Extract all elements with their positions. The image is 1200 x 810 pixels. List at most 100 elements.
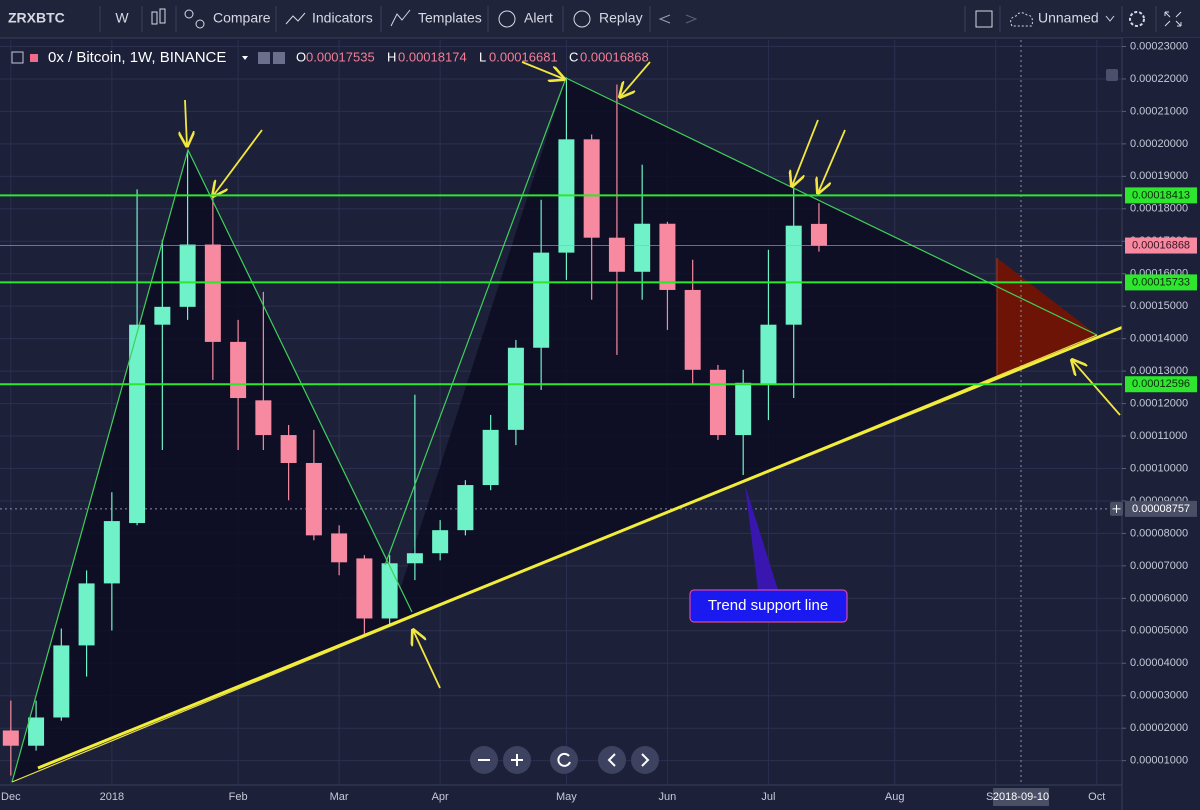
axes: 0.00001000 0.00002000 0.00003000 0.00004000…: [1, 40, 1188, 803]
collapse-icon[interactable]: [11, 51, 24, 64]
crosshair-x-label: 2018-09-10: [993, 791, 1049, 803]
candles: [2, 77, 827, 776]
candle-body: [28, 717, 45, 746]
candle-body: [760, 324, 777, 386]
scroll-right-button[interactable]: [631, 746, 659, 774]
y-tick-label: 0.00015000: [1130, 300, 1188, 312]
candle-body: [280, 435, 297, 463]
callout-text: Trend support line: [708, 597, 828, 614]
y-tick-label: 0.00022000: [1130, 73, 1188, 85]
reset-button[interactable]: [550, 746, 578, 774]
breakout-zone: [997, 258, 1097, 378]
resistance-line: [565, 77, 1098, 336]
templates-button[interactable]: Templates: [418, 10, 482, 26]
ohlc-value: 0.00017535: [306, 49, 375, 64]
alert-icon: [498, 10, 516, 28]
x-tick-label: May: [556, 791, 577, 803]
ohlc-prefix: C: [569, 49, 578, 64]
arrows: [185, 61, 1121, 689]
candle-body: [179, 244, 196, 307]
ohlc-value: 0.00016681: [489, 49, 558, 64]
candle-body: [230, 341, 247, 399]
y-tick-label: 0.00012000: [1130, 397, 1188, 409]
chart-style-icon[interactable]: [151, 8, 166, 25]
interval[interactable]: W: [115, 10, 129, 26]
layout-button[interactable]: [975, 10, 993, 28]
legend-icon[interactable]: [273, 52, 285, 64]
price-axis-bg: [1122, 38, 1200, 810]
scroll-button[interactable]: [1106, 69, 1118, 81]
zoom-in-icon: [511, 754, 523, 766]
x-tick-label: 2018: [100, 791, 124, 803]
last-price-label: 0.00016868: [1132, 239, 1190, 251]
candle-body: [810, 223, 827, 246]
x-tick-label: Dec: [1, 791, 21, 803]
arrow: [620, 61, 651, 97]
layout-name[interactable]: Unnamed: [1038, 10, 1099, 26]
candle-body: [78, 583, 95, 646]
x-tick-label: Apr: [432, 791, 449, 803]
ohlc-prefix: O: [296, 49, 306, 64]
arrow: [521, 61, 564, 79]
candle-body: [533, 252, 550, 348]
last-price-label-bg: [1125, 237, 1197, 254]
pattern-line: [11, 148, 413, 783]
levels: 0.00016868 0.00018413 0.00015733 0.00012596: [0, 187, 1197, 393]
series-title: 0x / Bitcoin, 1W, BINANCE: [48, 49, 226, 66]
level-label: 0.00018413: [1132, 189, 1190, 201]
y-tick-label: 0.00002000: [1130, 722, 1188, 734]
candle-body: [356, 558, 373, 619]
legend-icon[interactable]: [258, 52, 270, 64]
candle-body: [482, 429, 499, 486]
crosshair-y-label-bg: [1125, 500, 1197, 517]
y-tick-label: 0.00008000: [1130, 527, 1188, 539]
candle-body: [457, 485, 474, 531]
redo-button[interactable]: [685, 14, 698, 24]
y-tick-label: 0.00014000: [1130, 333, 1188, 345]
y-tick-label: 0.00018000: [1130, 203, 1188, 215]
candle-body: [103, 521, 120, 584]
compare-icon: [184, 9, 205, 29]
crosshair-y-label: 0.00008757: [1132, 503, 1190, 515]
undo-button[interactable]: [658, 14, 671, 24]
y-tick-label: 0.00021000: [1130, 105, 1188, 117]
arrow: [818, 129, 846, 193]
candle-body: [735, 382, 752, 436]
cloud-icon: [1010, 12, 1033, 27]
level-label: 0.00012596: [1132, 378, 1190, 390]
symbol-marker: [30, 54, 38, 62]
x-tick-label: Oct: [1088, 791, 1105, 803]
candle-body: [406, 553, 423, 564]
y-tick-label: 0.00013000: [1130, 365, 1188, 377]
candle-body: [305, 462, 322, 536]
candle-body: [507, 347, 524, 430]
title-dropdown[interactable]: [242, 56, 248, 60]
drawings: Trend support line: [11, 61, 1122, 783]
left-icon: [607, 753, 616, 767]
ohlc-prefix: H: [387, 49, 396, 64]
candle-body: [204, 244, 221, 342]
layout-dropdown[interactable]: [1105, 15, 1115, 22]
drawings-back: [12, 78, 1097, 782]
candle-body: [255, 400, 272, 436]
settings-button[interactable]: [1129, 11, 1145, 27]
replay-button[interactable]: Replay: [599, 10, 643, 26]
x-tick-label: Mar: [330, 791, 349, 803]
ohlc-value: 0.00018174: [398, 49, 467, 64]
y-tick-label: 0.00001000: [1130, 755, 1188, 767]
y-tick-label: 0.00004000: [1130, 657, 1188, 669]
compare-button[interactable]: Compare: [213, 10, 271, 26]
scroll-left-button[interactable]: [598, 746, 626, 774]
crosshair-x-label-bg: [992, 788, 1049, 806]
fullscreen-button[interactable]: [1164, 11, 1182, 27]
alert-button[interactable]: Alert: [524, 10, 553, 26]
indicators-button[interactable]: Indicators: [312, 10, 373, 26]
crosshair: [0, 40, 1122, 785]
arrow: [1072, 360, 1121, 416]
y-tick-label: 0.00023000: [1130, 40, 1188, 52]
y-tick-label: 0.00019000: [1130, 170, 1188, 182]
y-tick-label: 0.00007000: [1130, 560, 1188, 572]
candle-body: [684, 289, 701, 370]
symbol[interactable]: ZRXBTC: [8, 10, 65, 26]
